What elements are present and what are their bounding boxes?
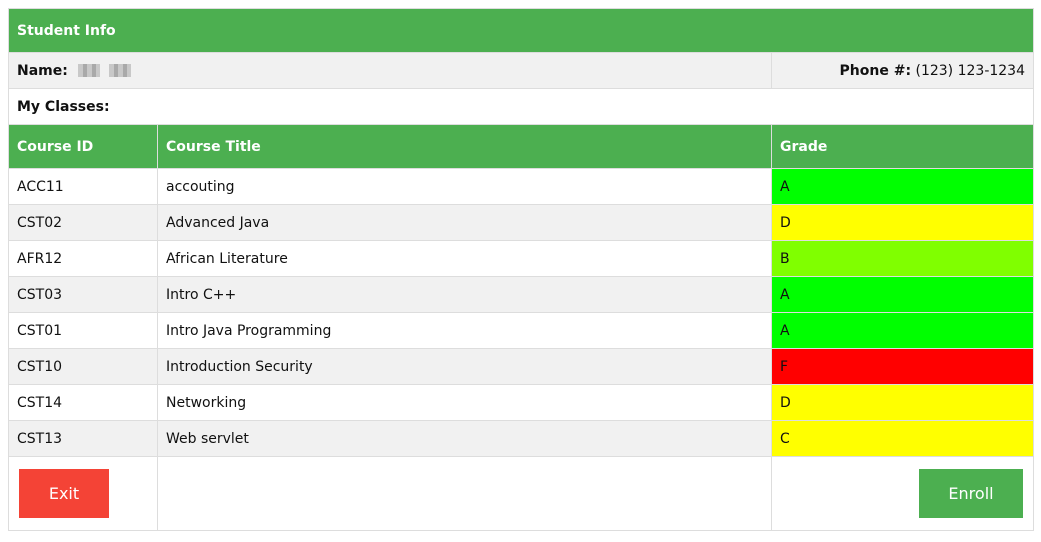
redacted-first-name: [78, 64, 101, 77]
student-name-cell: Name:: [8, 52, 772, 89]
table-row: CST02 Advanced Java D: [8, 204, 1034, 241]
panel-title: Student Info: [8, 8, 1034, 53]
student-info-panel: Student Info Name: Phone #: (123) 123-12…: [8, 8, 1034, 531]
actions-row: Exit Enroll: [8, 456, 1034, 531]
my-classes-row: My Classes:: [8, 88, 1034, 125]
course-id-cell: CST03: [8, 276, 158, 313]
grade-cell: D: [771, 204, 1034, 241]
redacted-last-name: [108, 64, 131, 77]
exit-button[interactable]: Exit: [19, 469, 109, 518]
course-table-header: Course ID Course Title Grade: [8, 124, 1034, 169]
grade-cell: A: [771, 168, 1034, 205]
grade-cell: C: [771, 420, 1034, 457]
name-label: Name:: [17, 62, 68, 79]
course-title-cell: Intro Java Programming: [157, 312, 772, 349]
course-rows: ACC11 accouting A CST02 Advanced Java D AFR12 A…: [8, 168, 1034, 457]
table-row: CST01 Intro Java Programming A: [8, 312, 1034, 349]
student-phone-cell: Phone #: (123) 123-1234: [771, 52, 1034, 89]
table-row: CST10 Introduction Security F: [8, 348, 1034, 385]
table-row: CST03 Intro C++ A: [8, 276, 1034, 313]
course-title-cell: Introduction Security: [157, 348, 772, 385]
exit-cell: Exit: [8, 456, 158, 531]
table-row: CST14 Networking D: [8, 384, 1034, 421]
course-id-cell: CST10: [8, 348, 158, 385]
panel-header: Student Info: [8, 8, 1034, 53]
phone-value: (123) 123-1234: [915, 62, 1026, 79]
course-title-cell: Networking: [157, 384, 772, 421]
course-id-cell: CST13: [8, 420, 158, 457]
course-id-cell: ACC11: [8, 168, 158, 205]
my-classes-label: My Classes:: [8, 88, 1034, 125]
table-row: ACC11 accouting A: [8, 168, 1034, 205]
enroll-button[interactable]: Enroll: [919, 469, 1023, 518]
course-id-cell: AFR12: [8, 240, 158, 277]
grade-cell: F: [771, 348, 1034, 385]
student-table: Student Info Name: Phone #: (123) 123-12…: [8, 8, 1034, 531]
course-title-cell: Intro C++: [157, 276, 772, 313]
table-row: CST13 Web servlet C: [8, 420, 1034, 457]
enroll-cell: Enroll: [771, 456, 1034, 531]
grade-cell: A: [771, 276, 1034, 313]
col-header-course-title: Course Title: [157, 124, 772, 169]
course-id-cell: CST02: [8, 204, 158, 241]
course-title-cell: Advanced Java: [157, 204, 772, 241]
student-info-row: Name: Phone #: (123) 123-1234: [8, 52, 1034, 89]
grade-cell: A: [771, 312, 1034, 349]
course-id-cell: CST01: [8, 312, 158, 349]
course-id-cell: CST14: [8, 384, 158, 421]
grade-cell: B: [771, 240, 1034, 277]
course-title-cell: African Literature: [157, 240, 772, 277]
col-header-grade: Grade: [771, 124, 1034, 169]
actions-spacer: [157, 456, 772, 531]
phone-label: Phone #:: [839, 62, 912, 79]
col-header-course-id: Course ID: [8, 124, 158, 169]
grade-cell: D: [771, 384, 1034, 421]
course-title-cell: accouting: [157, 168, 772, 205]
table-row: AFR12 African Literature B: [8, 240, 1034, 277]
course-title-cell: Web servlet: [157, 420, 772, 457]
